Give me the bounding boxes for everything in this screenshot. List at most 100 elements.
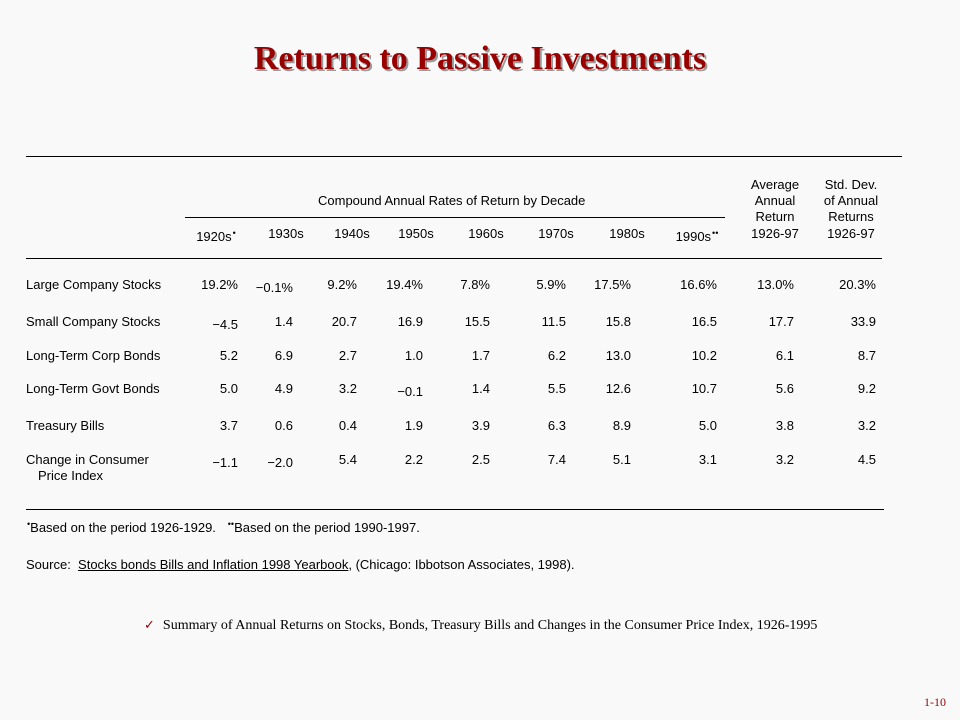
average-header-line: 1926-97 (751, 226, 799, 241)
table-cell: 17.7 (768, 314, 794, 329)
table-cell: 10.7 (691, 381, 717, 396)
decade-label: 1920s (196, 229, 232, 244)
summary-text: Summary of Annual Returns on Stocks, Bon… (162, 618, 818, 633)
decade-label: 1940s (334, 226, 370, 241)
average-header-line: Average (750, 177, 800, 192)
std-header-line: Std. Dev. (824, 177, 878, 192)
table-cell: −0.1 (397, 384, 423, 399)
table-cell: 5.9% (536, 277, 566, 292)
table-cell: 20.3% (839, 277, 876, 292)
row-label: Price Index (38, 468, 104, 483)
table-cell: 2.5 (471, 452, 490, 467)
std-header-line: Returns (828, 209, 874, 224)
table-cell: −4.5 (212, 317, 238, 332)
table-cell: 1.7 (471, 348, 490, 363)
decade-label: 1930s (268, 226, 304, 241)
footnote-periods: •Based on the period 1926-1929. ••Based … (26, 519, 420, 535)
source-citation: Source: Stocks bonds Bills and Inflation… (26, 557, 575, 572)
average-header-line: Return (755, 209, 795, 224)
table-cell: 3.8 (775, 418, 794, 433)
table-cell: 1.0 (404, 348, 423, 363)
table-cell: 5.1 (612, 452, 631, 467)
table-cell: 9.2% (327, 277, 357, 292)
source-publisher: , (Chicago: Ibbotson Associates, 1998). (348, 557, 575, 572)
table-cell: 9.2 (857, 381, 876, 396)
table-cell: 16.6% (680, 277, 717, 292)
table-cell: 7.4 (547, 452, 566, 467)
table-cell: 19.4% (386, 277, 423, 292)
table-cell: 0.4 (338, 418, 357, 433)
page-number: 1-10 (924, 695, 946, 709)
table-cell: −1.1 (212, 455, 238, 470)
source-label: Source: (26, 557, 71, 572)
source-title: Stocks bonds Bills and Inflation 1998 Ye… (78, 557, 349, 572)
table-cell: 6.9 (274, 348, 293, 363)
table-cell: 3.7 (219, 418, 238, 433)
row-label: Treasury Bills (26, 418, 105, 433)
table-cell: 7.8% (460, 277, 490, 292)
decade-header: 1940s (317, 226, 387, 241)
decade-header: 1980s (592, 226, 662, 241)
table-cell: 2.7 (338, 348, 357, 363)
footnote-mark: • (27, 519, 31, 529)
table-cell: 13.0% (757, 277, 794, 292)
table-cell: 1.9 (404, 418, 423, 433)
table-cell: 33.9 (850, 314, 876, 329)
checkmark-icon: ✓ (144, 618, 155, 633)
table-cell: 8.7 (857, 348, 876, 363)
table-cell: 5.0 (219, 381, 238, 396)
table-cell: 8.9 (612, 418, 631, 433)
table-cell: 19.2% (201, 277, 238, 292)
table-cell: 6.3 (547, 418, 566, 433)
table-cell: 3.9 (471, 418, 490, 433)
average-header-line: Annual (754, 193, 796, 208)
decade-label: 1970s (538, 226, 574, 241)
footnote-mark: •• (712, 228, 719, 238)
decade-label: 1950s (398, 226, 434, 241)
footnote-1920s: Based on the period 1926-1929. (30, 520, 216, 535)
table-cell: 5.0 (698, 418, 717, 433)
decade-label: 1960s (468, 226, 504, 241)
row-label: Long-Term Govt Bonds (26, 381, 160, 396)
decade-header: 1990s•• (662, 226, 732, 244)
summary-bullet: ✓ Summary of Annual Returns on Stocks, Bo… (144, 618, 817, 634)
decade-header: 1930s (251, 226, 321, 241)
table-cell: 15.5 (464, 314, 490, 329)
footnote-mark: • (232, 228, 236, 238)
table-cell: 20.7 (331, 314, 357, 329)
table-cell: 6.2 (547, 348, 566, 363)
table-cell: 4.9 (274, 381, 293, 396)
table-cell: 5.4 (338, 452, 357, 467)
table-cell: 11.5 (541, 314, 566, 329)
table-cell: 15.8 (605, 314, 631, 329)
table-cell: 17.5% (594, 277, 631, 292)
group-header-rule (185, 217, 725, 218)
std-header-line: of Annual (823, 193, 879, 208)
table-cell: 13.0 (605, 348, 631, 363)
table-cell: −2.0 (267, 455, 293, 470)
decade-header: 1950s (381, 226, 451, 241)
group-header: Compound Annual Rates of Return by Decad… (318, 193, 586, 208)
table-cell: 12.6 (605, 381, 631, 396)
decade-label: 1980s (609, 226, 645, 241)
table-cell: −0.1% (255, 280, 293, 295)
table-cell: 1.4 (471, 381, 490, 396)
row-label: Long-Term Corp Bonds (26, 348, 161, 363)
table-cell: 5.2 (219, 348, 238, 363)
table-top-rule (26, 156, 902, 157)
footnote-mark: •• (227, 519, 235, 529)
table-cell: 0.6 (274, 418, 293, 433)
decade-label: 1990s (675, 229, 712, 244)
table-cell: 16.9 (397, 314, 423, 329)
row-label: Small Company Stocks (26, 314, 161, 329)
decade-header: 1920s• (181, 226, 251, 244)
table-cell: 2.2 (404, 452, 423, 467)
table-cell: 4.5 (857, 452, 876, 467)
table-bottom-rule (26, 509, 884, 510)
footnote-1990s: Based on the period 1990-1997. (234, 520, 420, 535)
slide-title: Returns to Passive Investments (253, 40, 707, 77)
table-cell: 3.2 (338, 381, 357, 396)
decade-header: 1960s (451, 226, 521, 241)
table-cell: 5.5 (547, 381, 566, 396)
row-label: Change in Consumer (26, 452, 149, 467)
